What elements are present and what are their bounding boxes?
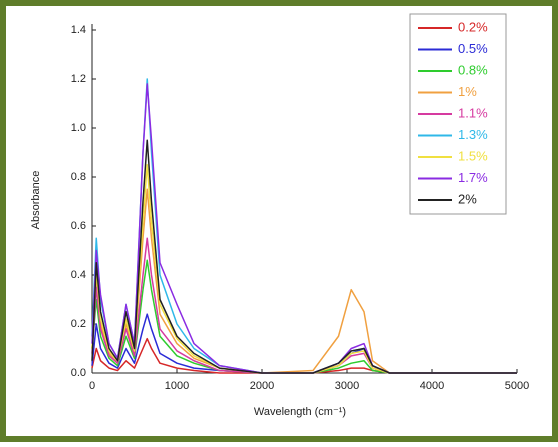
legend-label: 1.7% — [458, 170, 488, 185]
x-tick-label: 4000 — [420, 380, 444, 392]
y-tick-label: 1.2 — [71, 73, 86, 85]
legend-label: 0.2% — [458, 19, 488, 34]
series-line — [91, 259, 517, 374]
series-line — [91, 337, 517, 374]
y-tick-label: 1.4 — [71, 24, 86, 36]
y-tick-label: 0.6 — [71, 220, 86, 232]
series-line — [91, 139, 517, 374]
legend-label: 0.8% — [458, 62, 488, 77]
x-tick-label: 2000 — [250, 380, 274, 392]
series-line — [91, 188, 517, 374]
x-tick-label: 0 — [89, 380, 95, 392]
series-line — [91, 313, 517, 374]
legend-label: 1% — [458, 84, 477, 99]
x-axis-label: Wavelength (cm⁻¹) — [254, 406, 346, 418]
x-tick-label: 1000 — [165, 380, 189, 392]
legend-label: 1.3% — [458, 127, 488, 142]
legend-label: 0.5% — [458, 41, 488, 56]
legend-label: 1.1% — [458, 105, 488, 120]
y-tick-label: 1.0 — [71, 122, 86, 134]
series-line — [91, 83, 517, 374]
y-axis-label: Absorbance — [30, 171, 42, 230]
y-tick-label: 0.8 — [71, 171, 86, 183]
y-tick-label: 0.0 — [71, 367, 86, 379]
legend-label: 2% — [458, 191, 477, 206]
x-tick-label: 5000 — [505, 380, 529, 392]
y-tick-label: 0.4 — [71, 269, 86, 281]
x-tick-label: 3000 — [335, 380, 359, 392]
y-tick-label: 0.2 — [71, 318, 86, 330]
series-line — [91, 237, 517, 374]
legend-label: 1.5% — [458, 148, 488, 163]
